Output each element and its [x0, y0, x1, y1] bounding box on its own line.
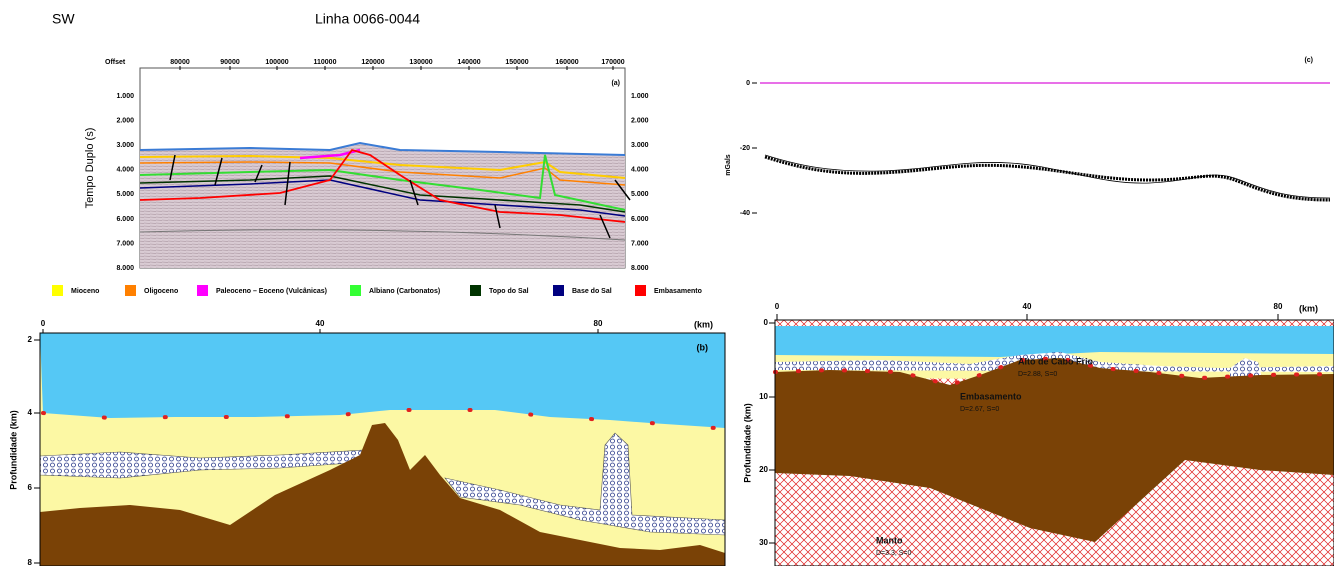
y-tick-label: 5.000: [116, 191, 134, 198]
x-tick-label: 120000: [361, 59, 384, 66]
y-tick-label: 1.000: [631, 93, 649, 100]
y-tick-label: 6.000: [116, 216, 134, 223]
x-tick-label: 80: [594, 319, 603, 328]
y-tick-label: 2.000: [631, 117, 649, 124]
x-tick-label: 130000: [409, 59, 432, 66]
y-tick-label: 3.000: [631, 142, 649, 149]
y-tick-label: 10: [759, 392, 768, 401]
legend-label: Embasamento: [654, 288, 702, 295]
y-tick-label: 6: [28, 483, 33, 492]
y-tick-label: 2.000: [116, 117, 134, 124]
x-tick-label: 140000: [457, 59, 480, 66]
y-axis-label: Profundidade (km): [8, 410, 18, 490]
x-tick-label: 90000: [220, 59, 240, 66]
annotation-name: Manto: [876, 535, 903, 545]
top-layer: [775, 320, 1334, 326]
y-tick-label: 20: [759, 465, 768, 474]
legend-label: Base do Sal: [572, 288, 612, 295]
observed-gravity: [765, 157, 1330, 200]
y-tick-label: 4.000: [116, 167, 134, 174]
y-tick-label: 8: [28, 558, 33, 566]
legend-swatch: [350, 285, 361, 296]
x-tick-label: 150000: [505, 59, 528, 66]
y-tick-label: 7.000: [116, 240, 134, 247]
legend-label: Oligoceno: [144, 288, 178, 295]
legend-swatch: [635, 285, 646, 296]
calculated-gravity: [765, 155, 1330, 198]
annotation-name: Alto de Cabo Frio: [1018, 356, 1093, 366]
x-tick-label: 100000: [265, 59, 288, 66]
legend-label: Mioceno: [71, 288, 99, 295]
x-unit: (km): [694, 319, 713, 329]
x-tick-label: 40: [1023, 302, 1032, 311]
panel-label: (a): [611, 80, 620, 87]
x-tick-label: 0: [775, 302, 780, 311]
panel-c: (c) mGals: [725, 57, 1330, 200]
y-tick-label: 5.000: [631, 191, 649, 198]
y-tick-label: 30: [759, 538, 768, 547]
y-tick-label: -20: [740, 145, 750, 152]
annotation-name: Embasamento: [960, 391, 1022, 401]
side-label: SW: [52, 11, 75, 27]
x-unit: (km): [1299, 303, 1318, 313]
y-tick-label: 0: [746, 80, 750, 87]
legend-label: Topo do Sal: [489, 288, 529, 295]
panel-label: (b): [697, 342, 709, 352]
x-tick-label: 170000: [601, 59, 624, 66]
offset-label: Offset: [105, 59, 126, 66]
x-tick-label: 0: [41, 319, 46, 328]
panel-label: (c): [1304, 57, 1313, 64]
y-axis-label: Profundidade (km): [742, 403, 752, 483]
annotation-params: D=3.3, S=0: [876, 550, 912, 557]
x-tick-label: 40: [316, 319, 325, 328]
legend-swatch: [197, 285, 208, 296]
figure: SW Linha 0066-0044 Offset (a) Tempo Dupl…: [0, 0, 1334, 566]
legend-swatch: [470, 285, 481, 296]
title: Linha 0066-0044: [315, 11, 420, 27]
y-tick-label: 8.000: [631, 265, 649, 272]
legend: Mioceno Oligoceno Paleoceno – Eoceno (Vulc…: [52, 285, 702, 296]
legend-swatch: [125, 285, 136, 296]
legend-label: Paleoceno – Eoceno (Vulcânicas): [216, 288, 327, 295]
y-tick-label: 7.000: [631, 240, 649, 247]
y-tick-label: 4: [28, 408, 33, 417]
y-axis-label: mGals: [725, 154, 732, 176]
y-axis-label: Tempo Duplo (s): [84, 128, 96, 209]
annotation-params: D=2.67, S=0: [960, 406, 999, 413]
y-tick-label: 2: [28, 335, 33, 344]
x-tick-label: 160000: [555, 59, 578, 66]
legend-swatch: [553, 285, 564, 296]
x-tick-label: 110000: [314, 59, 337, 66]
y-tick-label: 0: [764, 318, 769, 327]
y-tick-label: 3.000: [116, 142, 134, 149]
x-tick-label: 80: [1274, 302, 1283, 311]
y-tick-label: 4.000: [631, 167, 649, 174]
panel-b: (b) (km) Profundidade (km): [8, 319, 725, 566]
annotation-params: D=2.88, S=0: [1018, 371, 1057, 378]
legend-label: Albiano (Carbonatos): [369, 288, 440, 295]
y-tick-label: 6.000: [631, 216, 649, 223]
y-tick-label: -40: [740, 210, 750, 217]
y-tick-label: 8.000: [116, 265, 134, 272]
y-tick-label: 1.000: [116, 93, 134, 100]
x-tick-label: 80000: [170, 59, 190, 66]
panel-d: (km) Profundidade (km): [742, 303, 1334, 566]
legend-swatch: [52, 285, 63, 296]
panel-a: Offset (a) Tempo Duplo (s): [84, 59, 630, 268]
